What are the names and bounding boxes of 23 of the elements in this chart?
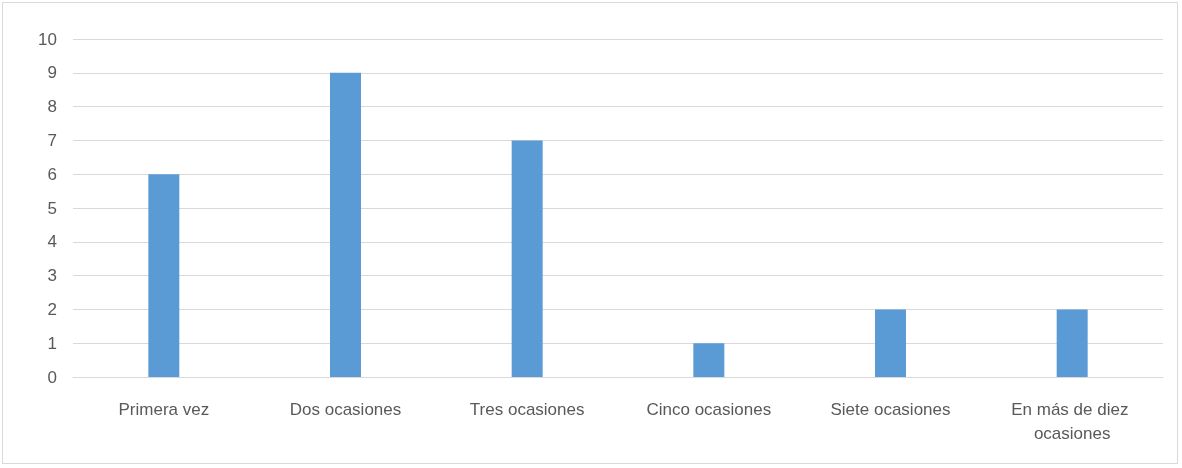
x-tick-label: Primera vez	[118, 399, 210, 419]
y-tick-label: 2	[47, 299, 57, 319]
y-tick-label: 0	[47, 367, 57, 387]
y-tick-label: 1	[47, 333, 57, 353]
x-tick-label: Dos ocasiones	[289, 399, 402, 419]
y-tick-label: 4	[47, 232, 57, 252]
bar	[330, 72, 361, 377]
bar	[875, 309, 906, 377]
x-tick-label: Siete ocasiones	[830, 399, 951, 419]
y-tick-label: 8	[47, 97, 57, 117]
x-tick-label: En más de diez ocasiones	[1011, 399, 1134, 443]
y-tick-label: 10	[38, 29, 57, 49]
x-tick-label: Tres ocasiones	[469, 399, 585, 419]
y-tick-label: 6	[47, 164, 57, 184]
bar	[148, 174, 180, 377]
y-tick-label: 3	[47, 266, 57, 286]
bar	[693, 343, 725, 377]
bar	[511, 140, 543, 377]
bar	[1056, 309, 1088, 377]
x-tick-label: Cinco ocasiones	[646, 399, 772, 419]
y-tick-label: 9	[47, 63, 57, 83]
y-tick-label: 5	[47, 198, 57, 218]
y-tick-label: 7	[47, 130, 57, 150]
